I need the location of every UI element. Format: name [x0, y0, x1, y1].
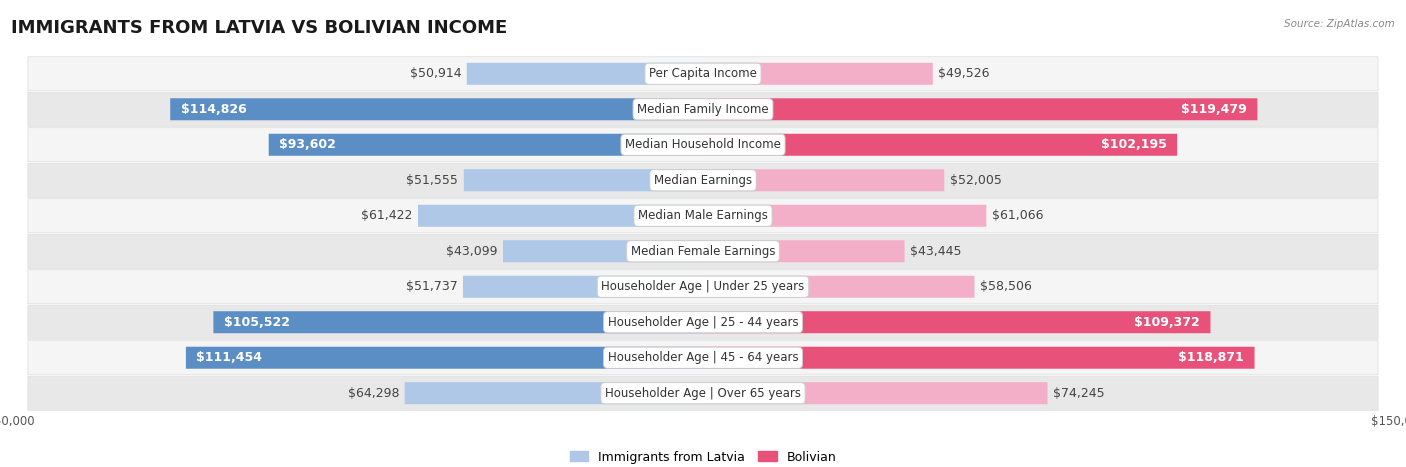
FancyBboxPatch shape: [28, 163, 1378, 197]
Text: $50,914: $50,914: [409, 67, 461, 80]
Text: Median Male Earnings: Median Male Earnings: [638, 209, 768, 222]
Text: $64,298: $64,298: [347, 387, 399, 400]
Text: IMMIGRANTS FROM LATVIA VS BOLIVIAN INCOME: IMMIGRANTS FROM LATVIA VS BOLIVIAN INCOM…: [11, 19, 508, 37]
Text: $118,871: $118,871: [1178, 351, 1244, 364]
FancyBboxPatch shape: [28, 376, 1378, 410]
Text: $51,555: $51,555: [406, 174, 458, 187]
Text: Householder Age | 25 - 44 years: Householder Age | 25 - 44 years: [607, 316, 799, 329]
Text: $43,099: $43,099: [446, 245, 498, 258]
Text: $93,602: $93,602: [280, 138, 336, 151]
Text: $49,526: $49,526: [938, 67, 990, 80]
FancyBboxPatch shape: [703, 382, 1047, 404]
FancyBboxPatch shape: [503, 240, 703, 262]
FancyBboxPatch shape: [28, 341, 1378, 375]
Text: Median Female Earnings: Median Female Earnings: [631, 245, 775, 258]
FancyBboxPatch shape: [170, 98, 703, 120]
FancyBboxPatch shape: [703, 276, 974, 298]
FancyBboxPatch shape: [405, 382, 703, 404]
Text: $114,826: $114,826: [180, 103, 246, 116]
FancyBboxPatch shape: [703, 169, 945, 191]
FancyBboxPatch shape: [463, 276, 703, 298]
FancyBboxPatch shape: [28, 234, 1378, 268]
Legend: Immigrants from Latvia, Bolivian: Immigrants from Latvia, Bolivian: [565, 446, 841, 467]
FancyBboxPatch shape: [186, 347, 703, 369]
FancyBboxPatch shape: [464, 169, 703, 191]
Text: $61,066: $61,066: [991, 209, 1043, 222]
Text: $52,005: $52,005: [950, 174, 1001, 187]
Text: $109,372: $109,372: [1135, 316, 1201, 329]
FancyBboxPatch shape: [269, 134, 703, 156]
FancyBboxPatch shape: [418, 205, 703, 227]
FancyBboxPatch shape: [28, 305, 1378, 339]
Text: $111,454: $111,454: [197, 351, 263, 364]
Text: $74,245: $74,245: [1053, 387, 1105, 400]
Text: Median Family Income: Median Family Income: [637, 103, 769, 116]
Text: $51,737: $51,737: [406, 280, 457, 293]
FancyBboxPatch shape: [703, 63, 932, 85]
Text: Per Capita Income: Per Capita Income: [650, 67, 756, 80]
FancyBboxPatch shape: [28, 270, 1378, 304]
FancyBboxPatch shape: [214, 311, 703, 333]
Text: $61,422: $61,422: [361, 209, 412, 222]
Text: $58,506: $58,506: [980, 280, 1032, 293]
FancyBboxPatch shape: [28, 199, 1378, 233]
FancyBboxPatch shape: [703, 347, 1254, 369]
FancyBboxPatch shape: [28, 128, 1378, 162]
FancyBboxPatch shape: [703, 205, 987, 227]
FancyBboxPatch shape: [703, 311, 1211, 333]
FancyBboxPatch shape: [28, 57, 1378, 91]
FancyBboxPatch shape: [28, 92, 1378, 126]
Text: Median Household Income: Median Household Income: [626, 138, 780, 151]
Text: $43,445: $43,445: [910, 245, 962, 258]
Text: Source: ZipAtlas.com: Source: ZipAtlas.com: [1284, 19, 1395, 28]
Text: Householder Age | 45 - 64 years: Householder Age | 45 - 64 years: [607, 351, 799, 364]
Text: Householder Age | Over 65 years: Householder Age | Over 65 years: [605, 387, 801, 400]
FancyBboxPatch shape: [703, 240, 904, 262]
Text: $119,479: $119,479: [1181, 103, 1247, 116]
Text: Householder Age | Under 25 years: Householder Age | Under 25 years: [602, 280, 804, 293]
Text: $105,522: $105,522: [224, 316, 290, 329]
Text: $102,195: $102,195: [1101, 138, 1167, 151]
Text: Median Earnings: Median Earnings: [654, 174, 752, 187]
FancyBboxPatch shape: [467, 63, 703, 85]
FancyBboxPatch shape: [703, 98, 1257, 120]
FancyBboxPatch shape: [703, 134, 1177, 156]
